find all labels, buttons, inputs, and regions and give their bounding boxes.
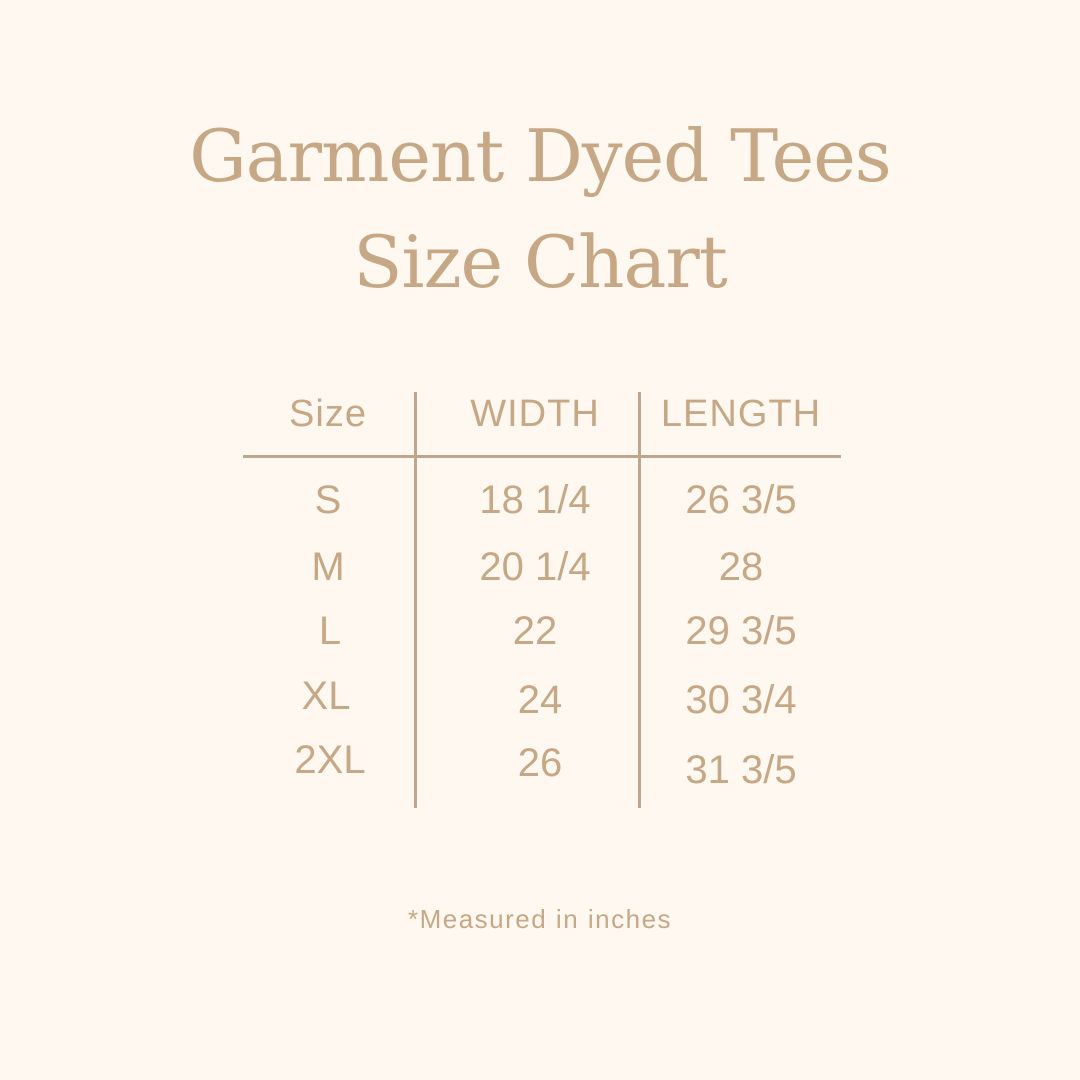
cell-size: M (311, 545, 345, 589)
cell-size: L (318, 609, 342, 653)
cell-length: 28 (718, 545, 764, 589)
cell-width: 24 (517, 678, 563, 722)
cell-width: 18 1/4 (479, 478, 591, 522)
cell-width: 22 (512, 609, 558, 653)
cell-width: 20 1/4 (479, 545, 591, 589)
footnote: *Measured in inches (407, 904, 673, 934)
cell-length: 26 3/5 (685, 478, 797, 522)
cell-length: 30 3/4 (685, 678, 797, 722)
cell-length: 31 3/5 (685, 748, 797, 792)
cell-length: 29 3/5 (685, 609, 797, 653)
header-divider (243, 455, 841, 458)
header-size: Size (289, 393, 367, 435)
title-line-1: Garment Dyed Tees (189, 114, 892, 198)
column-divider-1 (414, 392, 417, 808)
header-width: WIDTH (470, 393, 600, 435)
cell-width: 26 (517, 741, 563, 785)
cell-size: 2XL (294, 738, 366, 782)
title-line-2: Size Chart (353, 220, 728, 304)
header-length: LENGTH (660, 393, 822, 435)
column-divider-2 (638, 392, 641, 808)
cell-size: XL (301, 674, 351, 718)
cell-size: S (314, 478, 342, 522)
